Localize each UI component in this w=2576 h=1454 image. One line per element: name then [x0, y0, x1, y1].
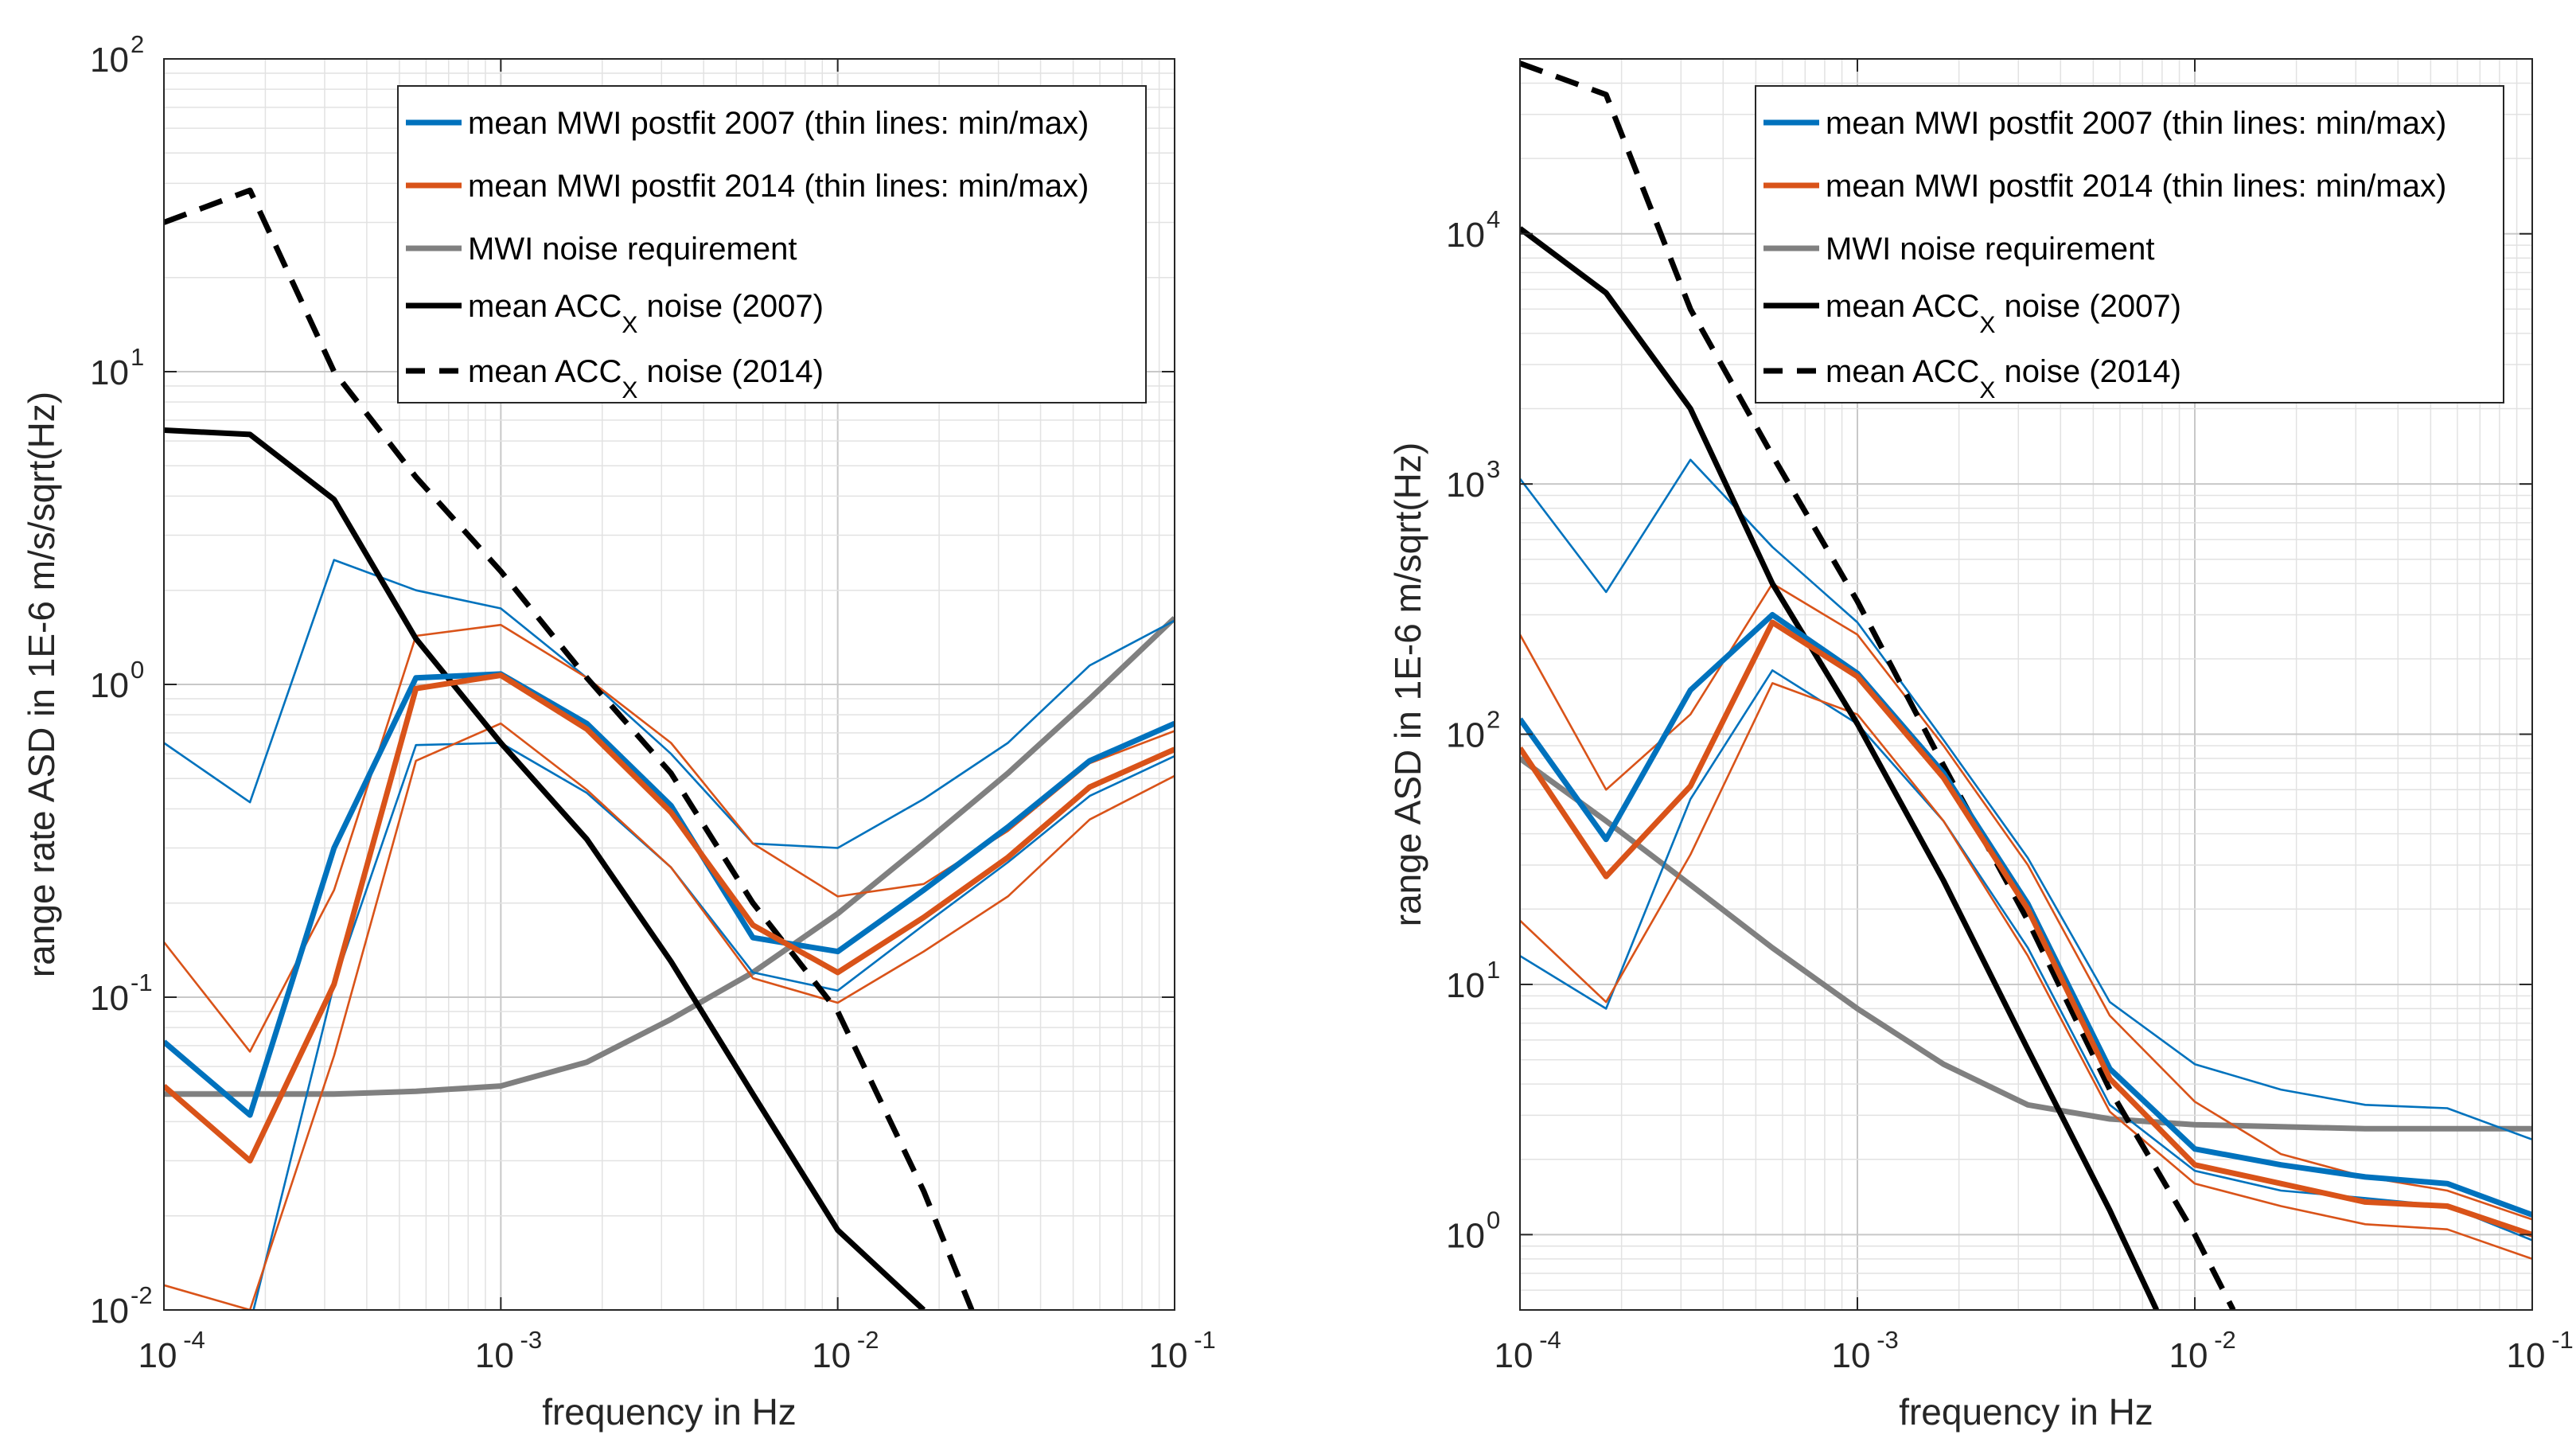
- x-tick-label-exponent: -2: [857, 1326, 879, 1354]
- x-tick-label-exponent: -4: [1539, 1326, 1561, 1354]
- y-tick-label-exponent: 0: [1487, 1206, 1500, 1234]
- y-tick-label-exponent: 0: [131, 656, 144, 684]
- y-tick-label: 10: [1446, 216, 1485, 255]
- x-tick-label: 10: [2169, 1336, 2208, 1375]
- y-tick-label: 10: [90, 979, 129, 1018]
- y-tick-label-exponent: -1: [131, 969, 153, 996]
- legend-label: mean ACCX noise (2014): [468, 354, 824, 403]
- y-tick-label-exponent: -2: [131, 1281, 153, 1309]
- series-line: [164, 616, 1175, 1097]
- series-line: [1520, 612, 2532, 1218]
- y-tick-label: 10: [90, 41, 129, 80]
- x-tick-label-exponent: -1: [1194, 1326, 1216, 1354]
- y-tick-label: 10: [90, 1292, 129, 1331]
- series-line: [164, 427, 926, 1310]
- x-tick-label: 10: [1495, 1336, 1534, 1375]
- y-tick-label-exponent: 2: [1487, 706, 1500, 734]
- tick-marks: [163, 58, 1175, 1311]
- left-chart-panel: 10 -4 10 -3 10 -2 10 -110 -210 -110 010 110 2frequen…: [21, 30, 1216, 1433]
- legend-label: mean ACCX noise (2007): [468, 289, 824, 338]
- y-axis-label: range ASD in 1E-6 m/sqrt(Hz): [1387, 442, 1428, 926]
- y-tick-label: 10: [1446, 716, 1485, 755]
- series-line: [164, 722, 1175, 1310]
- legend: mean MWI postfit 2007 (thin lines: min/m…: [397, 85, 1147, 403]
- x-tick-label-exponent: -1: [2551, 1326, 2574, 1354]
- y-tick-label: 10: [1446, 466, 1485, 505]
- series-line: [1520, 756, 2532, 1132]
- y-tick-label-exponent: 4: [1487, 205, 1500, 233]
- series-line: [1520, 60, 2236, 1310]
- y-tick-label-exponent: 3: [1487, 455, 1500, 483]
- x-tick-label: 10: [138, 1336, 177, 1375]
- legend: mean MWI postfit 2007 (thin lines: min/m…: [1755, 85, 2504, 403]
- x-tick-label: 10: [1149, 1336, 1188, 1375]
- series-line: [1520, 669, 2532, 1242]
- y-tick-label: 10: [1446, 1216, 1485, 1255]
- tick-marks: [1519, 59, 2533, 1310]
- x-tick-label: 10: [812, 1336, 851, 1375]
- x-tick-label-exponent: -2: [2214, 1326, 2236, 1354]
- series-line: [164, 559, 1175, 849]
- series-line: [164, 623, 1175, 1053]
- y-tick-label-exponent: 1: [131, 343, 144, 371]
- series-line: [1520, 226, 2160, 1310]
- legend-label: mean MWI postfit 2014 (thin lines: min/m…: [468, 169, 1089, 204]
- series-group: [164, 187, 1175, 1310]
- series-line: [164, 672, 1175, 1164]
- legend-label: MWI noise requirement: [1826, 232, 2154, 267]
- x-axis-label: frequency in Hz: [1899, 1391, 2153, 1433]
- y-tick-label-exponent: 2: [131, 30, 144, 58]
- y-tick-label: 10: [90, 353, 129, 392]
- x-tick-label: 10: [475, 1336, 514, 1375]
- legend-box: [397, 85, 1147, 403]
- x-tick-label-exponent: -4: [183, 1326, 205, 1354]
- series-line: [164, 187, 975, 1310]
- legend-box: [1755, 85, 2504, 403]
- x-tick-label: 10: [1832, 1336, 1871, 1375]
- series-line: [1520, 458, 2532, 1141]
- x-tick-label-exponent: -3: [1876, 1326, 1899, 1354]
- y-tick-label-exponent: 1: [1487, 956, 1500, 984]
- legend-label: mean MWI postfit 2007 (thin lines: min/m…: [1826, 106, 2446, 141]
- legend-label: mean ACCX noise (2007): [1826, 289, 2181, 338]
- y-tick-label: 10: [1446, 966, 1485, 1005]
- x-axis-label: frequency in Hz: [542, 1391, 797, 1433]
- legend-label: mean MWI postfit 2007 (thin lines: min/m…: [468, 106, 1089, 141]
- y-axis-label: range rate ASD in 1E-6 m/s/sqrt(Hz): [21, 392, 62, 977]
- legend-label: mean MWI postfit 2014 (thin lines: min/m…: [1826, 169, 2446, 204]
- x-tick-label-exponent: -3: [520, 1326, 543, 1354]
- legend-label: MWI noise requirement: [468, 232, 797, 267]
- plot-frame: [1519, 58, 2533, 1311]
- x-tick-label: 10: [2507, 1336, 2546, 1375]
- series-group: [1520, 60, 2532, 1310]
- legend-label: mean ACCX noise (2014): [1826, 354, 2181, 403]
- series-line: [1520, 682, 2532, 1261]
- series-line: [1520, 619, 2532, 1238]
- series-line: [164, 671, 1175, 1118]
- y-tick-label: 10: [90, 666, 129, 705]
